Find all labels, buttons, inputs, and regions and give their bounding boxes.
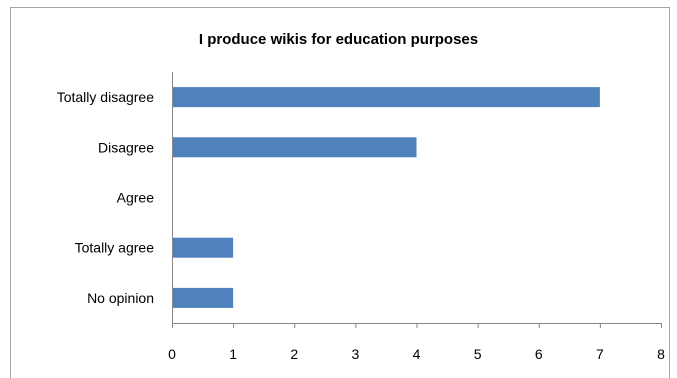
bar-disagree bbox=[172, 137, 417, 158]
category-label-disagree: Disagree bbox=[98, 139, 154, 155]
x-tick-label-1: 1 bbox=[229, 346, 237, 362]
x-tick-label-6: 6 bbox=[535, 346, 543, 362]
chart-frame bbox=[10, 7, 670, 378]
x-tick-label-0: 0 bbox=[168, 346, 176, 362]
x-tick-label-4: 4 bbox=[413, 346, 421, 362]
category-labels: Totally disagree Disagree Agree Totally agr… bbox=[57, 89, 154, 306]
x-tick-labels: 0 1 2 3 4 5 6 7 8 bbox=[168, 346, 665, 362]
bar-totally-disagree bbox=[172, 87, 600, 108]
category-label-agree: Agree bbox=[117, 190, 155, 206]
x-tick-label-8: 8 bbox=[657, 346, 665, 362]
bar-totally-agree bbox=[172, 237, 234, 258]
x-tick-label-2: 2 bbox=[290, 346, 298, 362]
category-label-no-opinion: No opinion bbox=[87, 290, 154, 306]
chart-title: I produce wikis for education purposes bbox=[198, 31, 479, 48]
bars-group bbox=[172, 87, 600, 308]
bar-no-opinion bbox=[172, 287, 234, 308]
category-label-totally-agree: Totally agree bbox=[75, 240, 155, 256]
axes-group bbox=[172, 72, 662, 328]
x-tick-label-7: 7 bbox=[596, 346, 604, 362]
x-tick-label-5: 5 bbox=[474, 346, 482, 362]
category-label-totally-disagree: Totally disagree bbox=[57, 89, 154, 105]
x-tick-label-3: 3 bbox=[351, 346, 359, 362]
